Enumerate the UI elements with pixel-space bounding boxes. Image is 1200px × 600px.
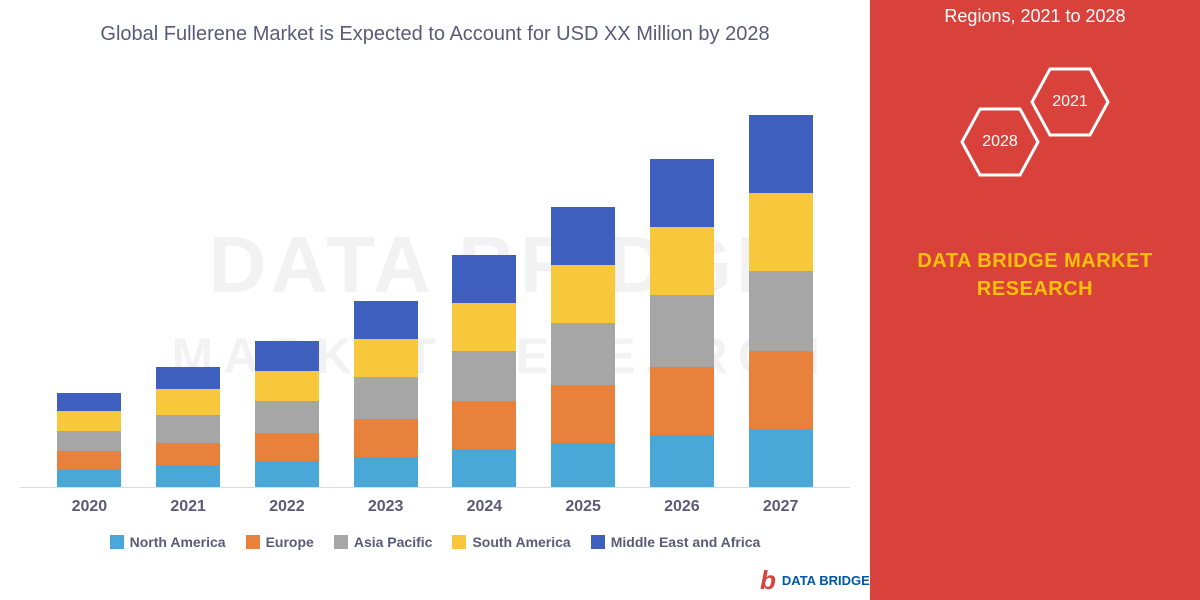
x-axis-label: 2023	[346, 498, 426, 516]
x-axis-label: 2022	[247, 498, 327, 516]
bar-segment	[354, 301, 418, 339]
legend-label: Asia Pacific	[354, 534, 433, 550]
brand-line1: DATA BRIDGE MARKET	[917, 247, 1152, 275]
legend-item: North America	[110, 534, 226, 550]
bar-segment	[354, 457, 418, 487]
brand-line2: RESEARCH	[917, 275, 1152, 303]
bar-segment	[156, 443, 220, 465]
right-panel: Regions, 2021 to 2028 2028 2021 DATA BRI…	[870, 0, 1200, 600]
footer-logo: b DATA BRIDGE	[760, 565, 870, 596]
hex-2021-label: 2021	[1052, 93, 1088, 111]
bar-group	[741, 115, 821, 487]
bar-segment	[749, 115, 813, 193]
bar-segment	[255, 433, 319, 461]
bar-group	[346, 301, 426, 487]
bar-group	[543, 207, 623, 487]
chart-title: Global Fullerene Market is Expected to A…	[20, 20, 850, 48]
bar-segment	[551, 323, 615, 385]
x-axis-label: 2025	[543, 498, 623, 516]
bar-segment	[452, 449, 516, 487]
bar-segment	[551, 207, 615, 265]
x-axis-labels: 2020 2021 2022 2023 2024 2025 2026 2027	[20, 488, 850, 516]
stacked-bar	[452, 255, 516, 487]
legend-label: Middle East and Africa	[611, 534, 761, 550]
bar-segment	[749, 271, 813, 351]
bar-group	[247, 341, 327, 487]
stacked-bar	[650, 159, 714, 487]
hex-badges: 2028 2021	[870, 57, 1200, 207]
bar-segment	[255, 371, 319, 401]
bar-segment	[749, 351, 813, 429]
hex-2028: 2028	[960, 107, 1040, 177]
bar-segment	[354, 419, 418, 457]
bar-segment	[650, 295, 714, 367]
bar-segment	[57, 393, 121, 411]
bar-segment	[57, 451, 121, 469]
bar-segment	[255, 341, 319, 371]
stacked-bar	[156, 367, 220, 487]
bar-segment	[255, 401, 319, 433]
x-axis-label: 2024	[444, 498, 524, 516]
bar-segment	[156, 389, 220, 415]
bar-segment	[156, 465, 220, 487]
legend: North America Europe Asia Pacific South Ame…	[20, 534, 850, 550]
legend-label: North America	[130, 534, 226, 550]
bar-segment	[354, 339, 418, 377]
bar-segment	[156, 415, 220, 443]
x-axis-label: 2021	[148, 498, 228, 516]
legend-label: South America	[472, 534, 570, 550]
x-axis-label: 2027	[741, 498, 821, 516]
legend-swatch	[334, 535, 348, 549]
bar-segment	[551, 265, 615, 323]
bar-segment	[749, 193, 813, 271]
bar-segment	[650, 159, 714, 227]
bar-segment	[255, 461, 319, 487]
bar-segment	[551, 443, 615, 487]
legend-swatch	[591, 535, 605, 549]
legend-item: Asia Pacific	[334, 534, 433, 550]
legend-swatch	[246, 535, 260, 549]
bar-segment	[156, 367, 220, 389]
stacked-bar	[255, 341, 319, 487]
legend-item: Middle East and Africa	[591, 534, 761, 550]
legend-swatch	[452, 535, 466, 549]
hex-2028-label: 2028	[982, 133, 1018, 151]
bar-group	[148, 367, 228, 487]
bar-segment	[452, 303, 516, 351]
bar-segment	[650, 367, 714, 435]
bar-group	[49, 393, 129, 487]
chart-area	[20, 68, 850, 488]
stacked-bar	[354, 301, 418, 487]
bar-segment	[57, 431, 121, 451]
bar-segment	[650, 227, 714, 295]
logo-text: DATA BRIDGE	[782, 574, 870, 587]
bar-segment	[354, 377, 418, 419]
brand-text: DATA BRIDGE MARKET RESEARCH	[917, 247, 1152, 303]
bar-segment	[57, 411, 121, 431]
stacked-bar	[551, 207, 615, 487]
logo-icon: b	[760, 565, 776, 596]
bar-segment	[650, 435, 714, 487]
bar-group	[444, 255, 524, 487]
legend-item: South America	[452, 534, 570, 550]
legend-swatch	[110, 535, 124, 549]
x-axis-label: 2020	[49, 498, 129, 516]
hex-2021: 2021	[1030, 67, 1110, 137]
legend-item: Europe	[246, 534, 314, 550]
legend-label: Europe	[266, 534, 314, 550]
stacked-bar	[57, 393, 121, 487]
right-header: Regions, 2021 to 2028	[944, 6, 1125, 27]
bar-segment	[452, 351, 516, 401]
bar-group	[642, 159, 722, 487]
chart-panel: DATA BRIDGE MARKET RESEARCH Global Fulle…	[0, 0, 870, 600]
bar-segment	[551, 385, 615, 443]
bar-segment	[452, 401, 516, 449]
bar-segment	[57, 469, 121, 487]
bar-segment	[452, 255, 516, 303]
bar-segment	[749, 429, 813, 487]
stacked-bar	[749, 115, 813, 487]
x-axis-label: 2026	[642, 498, 722, 516]
